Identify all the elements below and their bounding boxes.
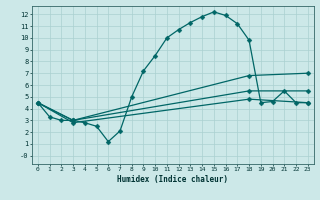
X-axis label: Humidex (Indice chaleur): Humidex (Indice chaleur) bbox=[117, 175, 228, 184]
